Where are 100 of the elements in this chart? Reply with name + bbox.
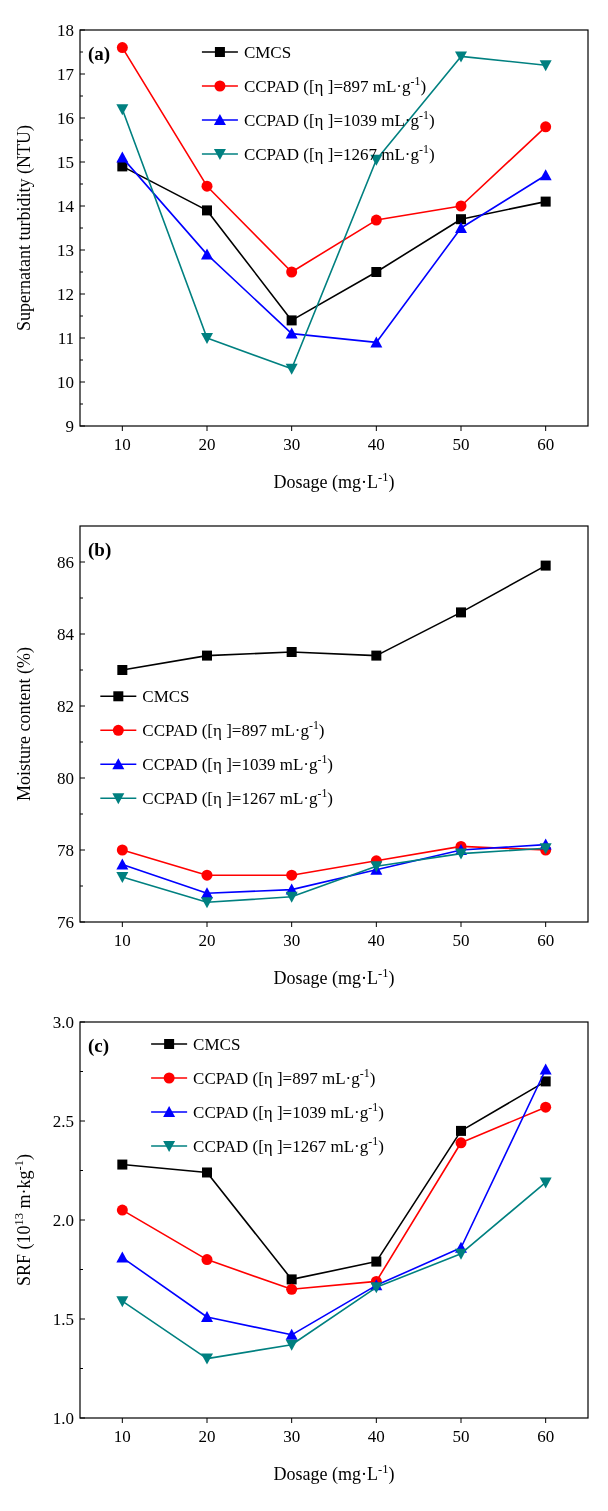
legend-label: CCPAD ([η ]=897 mL·g$^{-1}$) [243, 73, 427, 96]
point [202, 1167, 212, 1178]
point [116, 42, 128, 54]
y-tick-label: 10 [57, 372, 74, 392]
y-tick-label: 17 [57, 64, 75, 84]
point [456, 214, 466, 225]
x-tick-label: 20 [198, 931, 216, 950]
y-tick-label: 78 [57, 840, 74, 860]
point [116, 104, 129, 116]
y-tick-label: 1.0 [52, 1408, 74, 1428]
point [285, 891, 298, 903]
point [285, 1328, 298, 1340]
legend-label: CCPAD ([η ]=1267 mL·g$^{-1}$) [142, 786, 334, 809]
y-tick-label: 76 [57, 912, 74, 932]
legend-label: CCPAD ([η ]=1267 mL·g$^{-1}$) [243, 141, 435, 164]
point [201, 1254, 213, 1266]
point [116, 1296, 129, 1308]
y-tick-label: 1.5 [52, 1309, 74, 1329]
annotation: (a) [88, 43, 111, 65]
point [201, 869, 213, 881]
y-tick-label: 82 [57, 696, 74, 716]
point [286, 1274, 297, 1285]
point [539, 1177, 552, 1189]
y-tick-label: 2.5 [52, 1111, 74, 1131]
x-tick-label: 20 [198, 1427, 216, 1446]
point [455, 1137, 467, 1149]
x-tick-label: 20 [198, 435, 216, 454]
x-tick-label: 10 [113, 1427, 131, 1446]
point [539, 1063, 552, 1075]
point [116, 844, 128, 856]
point [202, 650, 212, 661]
x-tick-label: 10 [113, 435, 131, 454]
point [371, 650, 382, 661]
point [370, 214, 382, 226]
point [116, 858, 129, 870]
legend-label: CCPAD ([η ]=897 mL·g$^{-1}$) [193, 1065, 376, 1088]
annotation: (b) [88, 539, 112, 561]
x-tick-label: 40 [367, 435, 385, 454]
legend-label: CCPAD ([η ]=897 mL·g$^{-1}$) [142, 718, 325, 741]
point [286, 1283, 298, 1295]
point [201, 248, 213, 260]
point [540, 121, 552, 133]
y-tick-label: 9 [65, 416, 74, 436]
point [117, 665, 128, 675]
y-tick-label: 11 [57, 328, 74, 348]
y-tick-label: 13 [57, 240, 74, 260]
point [285, 363, 298, 375]
legend-label: CMCS [243, 42, 292, 62]
point [116, 151, 129, 163]
point [116, 1251, 129, 1263]
point [540, 1076, 551, 1087]
x-tick-label: 30 [283, 435, 301, 454]
point [286, 315, 297, 326]
y-tick-label: 80 [57, 768, 74, 788]
point [201, 180, 213, 192]
legend-label: CMCS [142, 687, 190, 707]
y-tick-label: 16 [57, 108, 74, 128]
annotation: (c) [88, 1035, 110, 1057]
point [540, 560, 551, 571]
point [455, 222, 467, 233]
point [201, 333, 213, 344]
y-tick-label: 18 [57, 20, 74, 40]
point [540, 1101, 552, 1113]
x-tick-label: 30 [283, 931, 301, 950]
point [455, 200, 467, 212]
point [539, 169, 552, 181]
point [285, 327, 298, 339]
point [286, 869, 298, 881]
y-tick-label: 14 [57, 196, 75, 216]
x-tick-label: 50 [452, 435, 470, 454]
point [286, 266, 298, 278]
point [456, 607, 466, 618]
x-tick-label: 50 [452, 1427, 470, 1446]
point [201, 1311, 213, 1323]
y-axis-title: Supernatant turbidity (NTU) [14, 125, 35, 331]
point [455, 848, 467, 860]
point [202, 205, 212, 216]
x-tick-label: 60 [537, 435, 555, 454]
x-tick-label: 60 [537, 1427, 555, 1446]
x-tick-label: 10 [113, 931, 131, 950]
point [201, 897, 213, 909]
point [455, 51, 467, 63]
point [201, 1353, 213, 1365]
x-axis-title: Dosage (mg·L$^{-1}$) [273, 966, 395, 989]
y-tick-label: 86 [57, 552, 74, 572]
legend-label: CCPAD ([η ]=1039 mL·g$^{-1}$) [142, 752, 334, 775]
x-axis-title: Dosage (mg·L$^{-1}$) [273, 470, 395, 493]
x-axis-title: Dosage (mg·L$^{-1}$) [273, 1462, 395, 1485]
x-tick-label: 40 [367, 931, 385, 950]
point [116, 872, 129, 883]
point [370, 336, 383, 348]
x-tick-label: 30 [283, 1427, 301, 1446]
point [371, 1256, 382, 1267]
point [116, 1204, 128, 1216]
point [540, 196, 551, 207]
legend-label: CMCS [193, 1034, 241, 1054]
point [371, 267, 382, 277]
point [285, 1339, 298, 1351]
y-tick-label: 12 [57, 284, 74, 304]
legend-label: CCPAD ([η ]=1267 mL·g$^{-1}$) [193, 1133, 384, 1156]
